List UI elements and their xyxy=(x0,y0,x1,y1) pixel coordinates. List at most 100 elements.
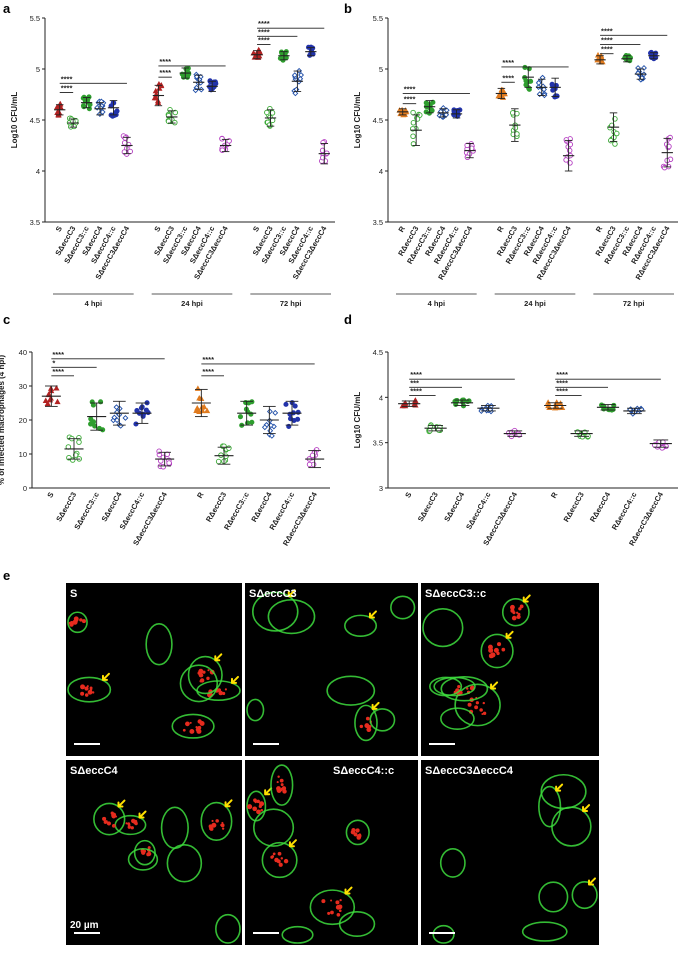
bacteria-spot xyxy=(79,619,82,622)
y-tick-label: 3.5 xyxy=(30,218,40,227)
data-point xyxy=(579,434,586,440)
bacteria-spot xyxy=(207,669,210,672)
data-point xyxy=(607,137,614,144)
macrophage-membrane xyxy=(187,655,223,695)
bacteria-spot xyxy=(339,898,342,902)
bacteria-spot xyxy=(247,804,253,810)
significance-label: **** xyxy=(202,367,214,376)
bacteria-spot xyxy=(106,821,112,826)
bacteria-spot xyxy=(206,676,210,681)
macrophage-membrane xyxy=(440,707,475,731)
bacteria-spot xyxy=(197,671,201,675)
bacteria-spot xyxy=(147,846,151,850)
category-label: R xyxy=(594,224,605,234)
data-point xyxy=(184,74,190,80)
macrophage-membrane xyxy=(540,773,587,810)
data-point xyxy=(127,148,133,155)
y-axis-label: Log10 CFU/mL xyxy=(353,92,362,149)
macrophage-membrane xyxy=(432,924,455,944)
data-point xyxy=(512,125,519,131)
data-point xyxy=(401,111,408,117)
macrophage-membrane xyxy=(270,764,294,806)
bacteria-spot xyxy=(221,827,225,830)
category-label: R xyxy=(396,224,407,234)
significance-label: **** xyxy=(258,19,270,28)
bacteria-spot xyxy=(131,818,136,824)
arrow-icon xyxy=(505,630,514,639)
y-tick-label: 30 xyxy=(19,382,27,391)
macrophage-membrane xyxy=(145,622,173,666)
data-point xyxy=(566,147,573,154)
bacteria-spot xyxy=(516,614,521,620)
bacteria-spot xyxy=(276,781,279,784)
data-point xyxy=(641,65,647,71)
micrograph-tile: SΔeccC4 xyxy=(66,760,242,945)
data-point xyxy=(514,131,520,137)
arrow-icon xyxy=(588,877,596,886)
significance-label: **** xyxy=(556,387,568,396)
micrograph-label: SΔeccC4 xyxy=(70,765,119,777)
bacteria-spot xyxy=(338,909,342,913)
data-point xyxy=(172,109,179,116)
y-tick-label: 10 xyxy=(19,450,27,459)
data-point xyxy=(212,79,218,85)
significance-label: **** xyxy=(502,58,514,67)
significance-label: *** xyxy=(410,378,419,387)
y-tick-label: 3.5 xyxy=(373,439,383,448)
data-point xyxy=(410,133,416,140)
bacteria-spot xyxy=(493,647,499,653)
macrophage-membrane xyxy=(281,925,314,944)
bacteria-spot xyxy=(68,621,72,625)
bacteria-spot xyxy=(75,618,79,622)
data-point xyxy=(495,92,502,99)
data-point xyxy=(245,420,251,426)
bacteria-spot xyxy=(466,687,469,690)
bacteria-spot xyxy=(365,716,370,721)
bacteria-spot xyxy=(102,816,107,821)
micrograph-background xyxy=(421,583,599,756)
bacteria-spot xyxy=(258,804,262,809)
arrow-icon xyxy=(555,783,564,792)
data-point xyxy=(133,421,139,427)
data-point xyxy=(266,408,273,415)
data-point xyxy=(667,134,673,141)
arrow-icon xyxy=(101,672,110,681)
data-point xyxy=(196,394,203,401)
bacteria-spot xyxy=(222,691,226,696)
data-point xyxy=(113,404,120,411)
macrophage-membrane xyxy=(261,841,298,879)
bacteria-spot xyxy=(103,820,108,824)
bacteria-spot xyxy=(84,686,89,691)
data-point xyxy=(612,141,618,147)
bacteria-spot xyxy=(321,899,326,904)
micrograph-background xyxy=(245,583,418,756)
micrograph-tile: SΔeccC3 xyxy=(245,583,418,756)
y-tick-label: 40 xyxy=(19,348,27,357)
macrophage-membrane xyxy=(422,607,464,648)
bacteria-spot xyxy=(253,798,257,803)
category-label: S xyxy=(251,225,261,234)
data-point xyxy=(76,439,82,445)
y-tick-label: 4.5 xyxy=(373,116,383,125)
group-label: 4 hpi xyxy=(85,299,103,308)
data-point xyxy=(319,147,326,154)
macrophage-membrane xyxy=(246,790,267,822)
data-point xyxy=(272,409,279,416)
y-tick-label: 4 xyxy=(379,167,383,176)
data-point xyxy=(249,419,255,425)
data-point xyxy=(88,421,94,427)
bacteria-spot xyxy=(111,823,116,828)
data-point xyxy=(563,137,570,143)
arrow-icon xyxy=(490,681,499,690)
macrophage-membrane xyxy=(369,708,396,732)
y-tick-label: 5.5 xyxy=(30,14,40,23)
significance-label: **** xyxy=(404,95,416,104)
bacteria-spot xyxy=(125,822,128,825)
bacteria-spot xyxy=(199,679,203,683)
bacteria-spot xyxy=(130,826,134,830)
bacteria-spot xyxy=(189,728,195,734)
bacteria-spot xyxy=(91,691,95,694)
macrophage-membrane xyxy=(200,801,233,842)
arrow-icon xyxy=(344,886,353,895)
